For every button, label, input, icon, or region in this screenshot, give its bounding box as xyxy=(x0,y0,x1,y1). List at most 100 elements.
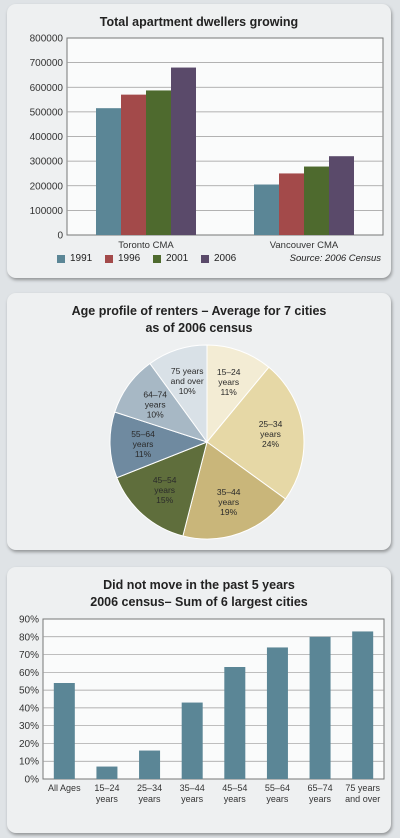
chart1-title: Total apartment dwellers growing xyxy=(99,15,299,29)
pie-slice-label: years xyxy=(145,399,166,409)
chart1-y-tick-label: 800000 xyxy=(30,34,64,45)
chart3-y-tick-label: 90% xyxy=(19,615,39,626)
apartment-dwellers-panel: Total apartment dwellers growing 0 100000… xyxy=(7,4,391,278)
chart3-bar xyxy=(224,667,246,779)
renter-age-panel: Age profile of renters – Average for 7 c… xyxy=(7,293,391,550)
pie-slice-percent: 10% xyxy=(147,409,164,419)
chart3-x-tick-label: 35–44 xyxy=(180,783,205,793)
chart3-x-tick-label: 45–54 xyxy=(222,783,247,793)
chart1-y-tick-label: 0 xyxy=(57,231,63,242)
chart3-y-tick-label: 10% xyxy=(19,757,39,768)
chart3-y-tick-label: 80% xyxy=(19,632,39,643)
pie-slice-percent: 19% xyxy=(220,507,237,517)
legend-item-2001: 2001 xyxy=(153,253,188,264)
chart3-y-tick-label: 60% xyxy=(19,668,39,679)
legend-label-1996: 1996 xyxy=(118,253,141,264)
legend-swatch-2006 xyxy=(201,254,209,263)
pie-slice-label: 35–44 xyxy=(217,487,241,497)
chart3-bar xyxy=(181,702,203,779)
chart3-x-tick-label: 25–34 xyxy=(137,783,162,793)
chart3-x-tick-label: years xyxy=(181,794,204,804)
did-not-move-panel: Did not move in the past 5 years 2006 ce… xyxy=(7,567,391,833)
chart3-x-tick-label: years xyxy=(309,794,332,804)
chart1-bar xyxy=(146,90,171,235)
pie-slice-percent: 11% xyxy=(135,449,152,459)
chart3-bar xyxy=(53,683,75,779)
legend-label-2001: 2001 xyxy=(166,253,189,264)
pie-slice-percent: 10% xyxy=(179,386,196,396)
pie-slice-label: 75 years xyxy=(171,366,204,376)
pie-slice xyxy=(182,441,287,540)
chart1-y-tick-label: 700000 xyxy=(30,58,64,69)
legend-label-1991: 1991 xyxy=(70,253,93,264)
chart1-y-tick-label: 400000 xyxy=(30,132,64,143)
renter-age-pie-chart: 15–24years11%25–34years24%35–44years19%4… xyxy=(109,344,305,540)
chart1-y-tick-label: 600000 xyxy=(30,83,64,94)
chart3-y-tick-label: 30% xyxy=(19,721,39,732)
chart3-x-tick-label: years xyxy=(224,794,247,804)
legend-item-2006: 2006 xyxy=(201,253,236,264)
chart3-x-tick-label: years xyxy=(139,794,162,804)
chart3-x-tick-label: and over xyxy=(345,794,380,804)
legend-swatch-2001 xyxy=(153,254,161,263)
chart3-bar xyxy=(96,766,118,779)
pie-slice xyxy=(206,366,305,500)
pie-slice xyxy=(109,411,209,479)
chart3-x-tick-label: 75 years xyxy=(345,783,380,793)
chart3-x-tick-label: 55–64 xyxy=(265,783,290,793)
chart3-plot-area xyxy=(42,618,385,780)
chart3-x-tick-label: 65–74 xyxy=(308,783,333,793)
chart3-bar xyxy=(266,647,288,779)
chart3-x-tick-label: All Ages xyxy=(48,783,81,793)
pie-slice-percent: 24% xyxy=(262,439,279,449)
apartment-dwellers-chart: 0 100000 200000 300000 400000 500000 600000 700… xyxy=(30,34,384,251)
pie-slice-label: 15–24 xyxy=(217,367,241,377)
pie-slice-label: years xyxy=(133,439,154,449)
chart3-bar xyxy=(139,750,161,779)
pie-slice-label: and over xyxy=(171,376,204,386)
chart3-x-tick-label: years xyxy=(266,794,289,804)
pie-slice xyxy=(206,344,270,444)
legend-swatch-1991 xyxy=(57,254,65,263)
chart1-x-tick-label: Vancouver CMA xyxy=(270,240,339,251)
chart1-bar xyxy=(304,166,329,235)
legend-label-2006: 2006 xyxy=(214,253,237,264)
chart1-y-tick-label: 100000 xyxy=(30,206,64,217)
pie-slice-label: 64–74 xyxy=(143,389,167,399)
chart1-y-tick-label: 500000 xyxy=(30,107,64,118)
chart3-y-tick-label: 20% xyxy=(19,739,39,750)
chart2-title-line2: as of 2006 census xyxy=(145,321,253,335)
chart2-title-line1: Age profile of renters – Average for 7 c… xyxy=(71,304,327,318)
pie-slice-label: years xyxy=(218,497,239,507)
chart1-bar xyxy=(329,156,354,235)
pie-slice-percent: 11% xyxy=(220,387,237,397)
chart3-x-tick-label: 15–24 xyxy=(94,783,119,793)
legend-item-1991: 1991 xyxy=(57,253,92,264)
chart3-bar xyxy=(309,636,331,779)
legend-item-1996: 1996 xyxy=(105,253,140,264)
pie-slice-percent: 15% xyxy=(156,495,173,505)
chart1-bar xyxy=(171,67,196,235)
chart1-source: Source: 2006 Census xyxy=(289,253,381,264)
chart1-x-tick-label: Toronto CMA xyxy=(118,240,174,251)
pie-slice-label: years xyxy=(260,429,281,439)
chart1-bar xyxy=(121,94,146,235)
pie-slice-label: 45–54 xyxy=(153,475,177,485)
pie-slice xyxy=(149,344,208,444)
legend-swatch-1996 xyxy=(105,254,113,263)
chart1-y-tick-label: 200000 xyxy=(30,181,64,192)
pie-slice-label: years xyxy=(218,377,239,387)
chart3-x-tick-label: years xyxy=(96,794,119,804)
chart1-bar xyxy=(279,173,304,235)
chart3-title-line1: Did not move in the past 5 years xyxy=(103,578,295,592)
chart3-y-tick-label: 0% xyxy=(25,775,40,786)
pie-slice xyxy=(116,441,208,537)
chart1-bar xyxy=(254,184,279,235)
chart3-y-tick-label: 50% xyxy=(19,686,39,697)
chart3-bar xyxy=(352,631,374,779)
pie-slice-label: years xyxy=(154,485,175,495)
chart1-y-tick-label: 300000 xyxy=(30,157,64,168)
pie-slice-label: 55–64 xyxy=(131,429,155,439)
chart3-y-tick-label: 70% xyxy=(19,650,39,661)
pie-slice-label: 25–34 xyxy=(259,419,283,429)
